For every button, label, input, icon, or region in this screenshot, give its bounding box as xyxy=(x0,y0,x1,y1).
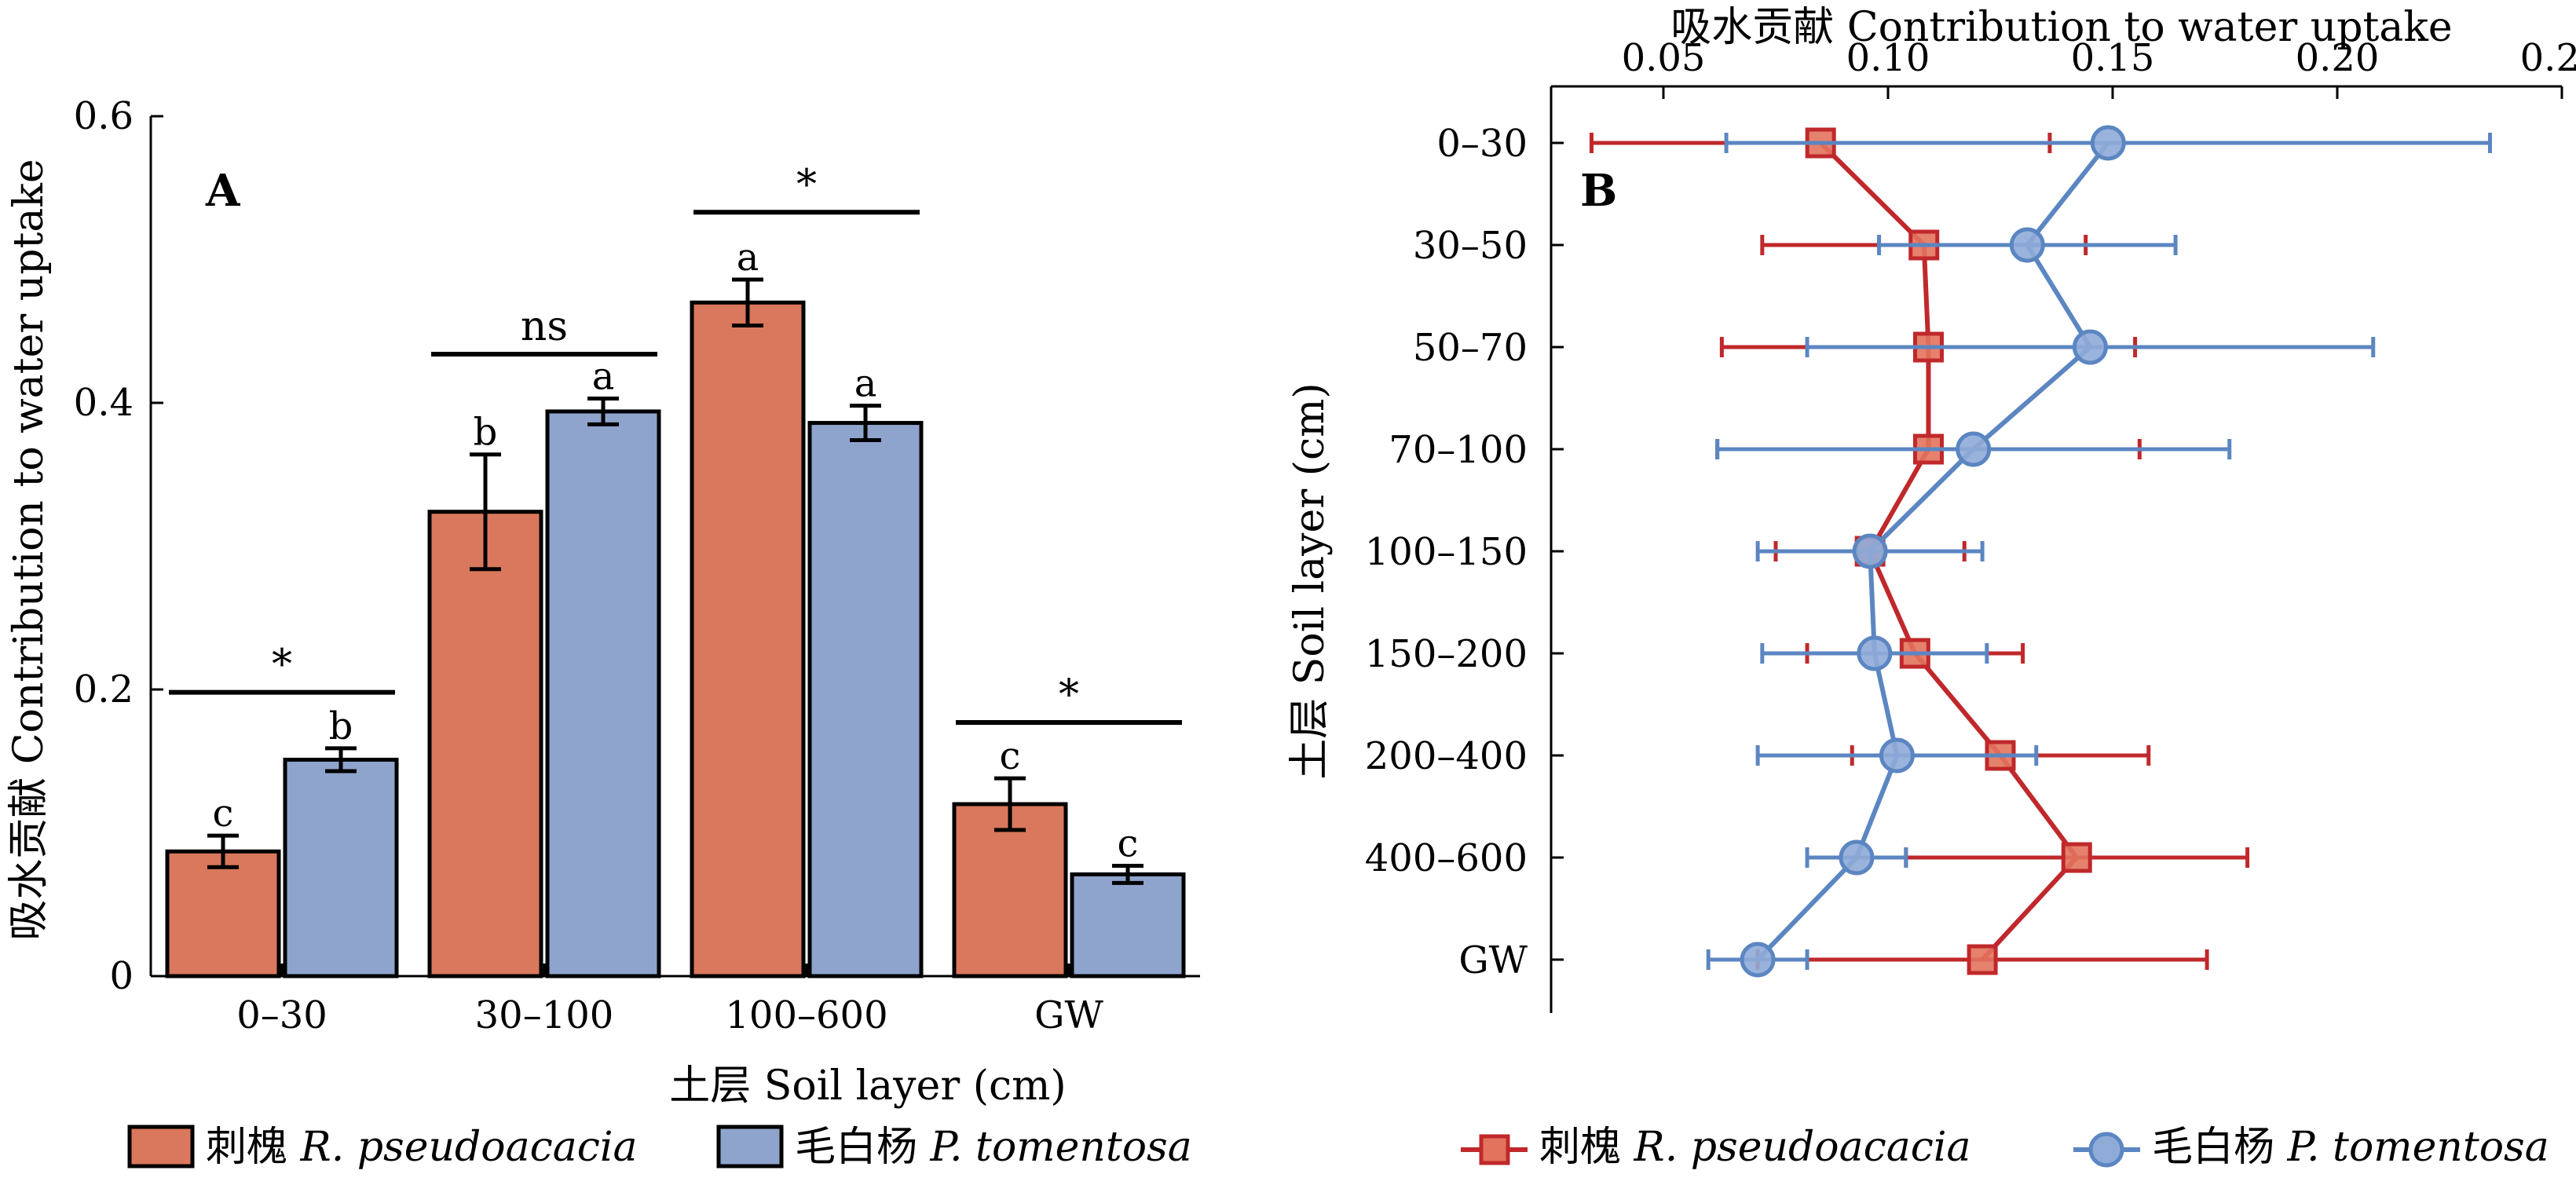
panel-b-x-tick-label: 0.15 xyxy=(2071,36,2155,80)
panel-b-marker-circle xyxy=(1857,635,1893,671)
panel-a-significance-letter: a xyxy=(854,362,877,406)
legend-label-populus: 毛白杨 P. tomentosa xyxy=(795,1124,1192,1171)
panel-a-significance-letter: c xyxy=(1118,821,1139,865)
panel-b-marker-circle xyxy=(1839,839,1875,876)
panel-a-significance-letter: a xyxy=(592,355,615,399)
panel-a-significance-letter: a xyxy=(737,236,759,280)
panel-a-significance-mark: * xyxy=(272,642,292,689)
panel-b-marker-circle xyxy=(2009,227,2045,263)
legend-marker-populus xyxy=(2073,1132,2140,1168)
panel-b-y-tick-label: 100–150 xyxy=(1365,530,1528,574)
panel-a-legend: 刺槐 R. pseudoacacia 毛白杨 P. tomentosa xyxy=(127,1124,1192,1171)
panel-b-y-tick-label: 200–400 xyxy=(1365,734,1528,778)
panel-a-significance-letter: c xyxy=(213,792,234,836)
panel-b-y-tick-label: 0–30 xyxy=(1436,122,1528,166)
panel-b-x-tick-label: 0.25 xyxy=(2520,36,2576,80)
legend-circle-populus xyxy=(2088,1132,2124,1168)
panel-b-y-axis-label: 土层 Soil layer (cm) xyxy=(1286,382,1334,779)
legend-label-robinia-b: 刺槐 R. pseudoacacia xyxy=(1539,1124,1970,1171)
panel-a-bar xyxy=(427,510,543,978)
legend-square-robinia xyxy=(1479,1134,1510,1165)
panel-b-marker-circle xyxy=(2072,329,2108,365)
panel-a-plot: 00.20.40.60–30cb*30–100bans100–600aa*GWc… xyxy=(74,94,1200,1037)
panel-a-x-tick-label: GW xyxy=(1034,993,1103,1037)
panel-a-y-tick-label: 0.6 xyxy=(74,94,134,138)
panel-a-x-tick-label: 0–30 xyxy=(236,993,327,1037)
legend-label-populus-b: 毛白杨 P. tomentosa xyxy=(2152,1124,2549,1171)
panel-a-bar xyxy=(807,421,924,978)
panel-b-x-tick-label: 0.05 xyxy=(1622,36,1706,80)
panel-b-y-tick-label: 400–600 xyxy=(1365,836,1528,880)
legend-swatch-robinia xyxy=(127,1125,195,1169)
panel-b-marker-square xyxy=(1967,944,1998,975)
panel-b-y-tick-label: GW xyxy=(1458,938,1528,982)
panel-a-significance-mark: * xyxy=(1059,671,1079,719)
panel-b-y-tick-label: 150–200 xyxy=(1365,632,1528,676)
legend-label-robinia: 刺槐 R. pseudoacacia xyxy=(206,1124,637,1171)
panel-a-x-tick-label: 30–100 xyxy=(475,993,614,1037)
panel-b: 0.05 0.10 0.15 0.20 0.25 0–30 30–50 50–70 70–100… xyxy=(1286,4,2576,1013)
panel-a-y-tick-label: 0.4 xyxy=(74,381,134,425)
panel-a-significance-letter: b xyxy=(329,704,353,748)
panel-b-label: B xyxy=(1580,165,1617,217)
panel-a-y-tick-label: 0.2 xyxy=(74,667,134,711)
panel-a-significance-letter: c xyxy=(1000,734,1021,778)
panel-b-marker-circle xyxy=(1740,942,1776,978)
panel-b-marker-square xyxy=(2061,842,2092,873)
panel-b-y-tick-label: 30–50 xyxy=(1413,224,1528,268)
panel-a-y-axis-label: 吸水贡献 Contribution to water uptake xyxy=(5,159,53,940)
panel-a-significance-letter: b xyxy=(474,411,498,455)
panel-a-bar xyxy=(545,409,661,978)
panel-a: 00.20.40.60–30cb*30–100bans100–600aa*GWc… xyxy=(5,94,1200,1110)
panel-a-x-tick-label: 100–600 xyxy=(725,993,887,1037)
panel-b-y-tick-label: 50–70 xyxy=(1413,326,1528,370)
panel-b-marker-circle xyxy=(1956,431,1992,467)
panel-b-legend: 刺槐 R. pseudoacacia 毛白杨 P. tomentosa xyxy=(1461,1124,2549,1171)
panel-a-significance-mark: * xyxy=(796,161,817,208)
panel-a-bar xyxy=(165,849,281,978)
panel-b-marker-circle xyxy=(2090,125,2126,161)
panel-b-x-tick-label: 0.10 xyxy=(1846,36,1930,80)
panel-b-plot: 0.05 0.10 0.15 0.20 0.25 0–30 30–50 50–70 70–100… xyxy=(1365,36,2576,1013)
panel-b-marker-circle xyxy=(1879,737,1915,774)
legend-marker-robinia xyxy=(1461,1134,1528,1165)
panel-a-x-axis-label: 土层 Soil layer (cm) xyxy=(669,1062,1066,1110)
panel-b-marker-circle xyxy=(1852,533,1888,569)
panel-b-x-axis-label: 吸水贡献 Contribution to water uptake xyxy=(1670,4,2452,51)
panel-b-x-tick-label: 0.20 xyxy=(2296,36,2380,80)
panel-a-y-tick-label: 0 xyxy=(109,954,134,998)
panel-b-y-tick-label: 70–100 xyxy=(1389,428,1528,472)
panel-a-bar xyxy=(283,757,399,978)
panel-a-bar xyxy=(1070,872,1186,978)
legend-swatch-populus xyxy=(716,1125,784,1169)
panel-a-label: A xyxy=(205,165,241,217)
panel-a-bar xyxy=(690,300,806,978)
panel-a-significance-mark: ns xyxy=(521,303,568,350)
